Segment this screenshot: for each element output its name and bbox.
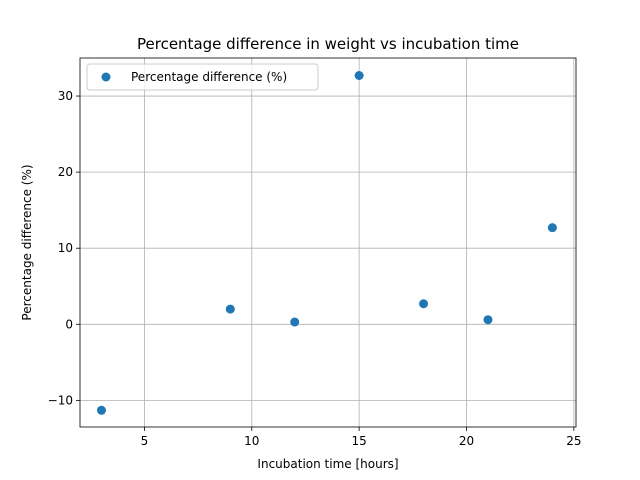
y-tick-label: 20 (58, 165, 73, 179)
data-point (290, 317, 300, 327)
points-layer (96, 70, 557, 415)
y-tick-label: −10 (48, 393, 73, 407)
x-tick-label: 20 (459, 434, 474, 448)
y-axis-label: Percentage difference (%) (20, 164, 34, 320)
data-point (354, 70, 364, 80)
legend-box (86, 63, 319, 91)
x-tick-label: 15 (351, 434, 366, 448)
data-point (225, 304, 235, 314)
x-tick-label: 5 (141, 434, 149, 448)
y-tick-label: 0 (65, 317, 73, 331)
ticks-layer: 5 10 15 20 25 −10 0 10 20 30 (48, 89, 582, 448)
x-tick-label: 10 (244, 434, 259, 448)
legend-label: Percentage difference (%) (131, 70, 287, 84)
y-tick-label: 10 (58, 241, 73, 255)
grid-layer (80, 58, 576, 427)
y-tick-label: 30 (58, 89, 73, 103)
legend-marker (101, 72, 111, 82)
legend: Percentage difference (%) (86, 63, 319, 91)
chart-title: Percentage difference in weight vs incub… (137, 35, 519, 53)
x-tick-label: 25 (566, 434, 581, 448)
plot-frame (79, 57, 577, 428)
data-point (483, 315, 493, 325)
data-point (96, 405, 106, 415)
data-point (547, 223, 557, 233)
x-axis-label: Incubation time [hours] (257, 457, 398, 471)
data-point (419, 299, 429, 309)
